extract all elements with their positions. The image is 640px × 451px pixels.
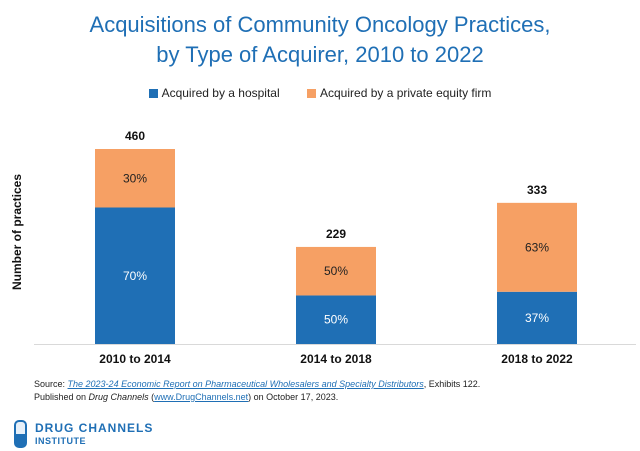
- source-suffix: , Exhibits 122.: [423, 379, 481, 389]
- label-hospital-share-1: 70%: [123, 269, 147, 283]
- source-note: Source: The 2023-24 Economic Report on P…: [34, 378, 480, 404]
- legend-label-private-equity: Acquired by a private equity firm: [320, 86, 492, 100]
- bar-hospital-2: [296, 295, 376, 344]
- source-line-1: Source: The 2023-24 Economic Report on P…: [34, 378, 480, 391]
- total-label-1: 460: [125, 129, 145, 143]
- bar-private-equity-3: [497, 202, 577, 292]
- legend-swatch-private-equity: [307, 89, 316, 98]
- source-report-link[interactable]: The 2023-24 Economic Report on Pharmaceu…: [67, 379, 424, 389]
- legend-item-private-equity: Acquired by a private equity firm: [307, 86, 491, 100]
- legend-swatch-hospital: [148, 89, 158, 98]
- bar-hospital-1: [95, 207, 175, 344]
- chart-title: Acquisitions of Community Oncology Pract…: [0, 10, 640, 70]
- x-tick-label-3: 2018 to 2022: [501, 352, 573, 366]
- label-private-equity-share-3: 63%: [525, 240, 549, 254]
- label-private-equity-share-1: 30%: [123, 171, 147, 185]
- source-prefix: Source:: [34, 379, 68, 389]
- total-label-2: 229: [326, 227, 346, 241]
- label-hospital-share-2: 50%: [324, 313, 348, 327]
- bar-hospital-3: [497, 291, 577, 344]
- published-prefix: Published on: [34, 392, 89, 402]
- legend: Acquired by a hospital Acquired by a pri…: [0, 86, 640, 100]
- bar-private-equity-1: [95, 149, 175, 208]
- label-private-equity-share-2: 50%: [324, 264, 348, 278]
- drugchannels-link[interactable]: www.DrugChannels.net: [154, 392, 249, 402]
- source-line-2: Published on Drug Channels (www.DrugChan…: [34, 391, 480, 404]
- published-date: ) on October 17, 2023.: [248, 392, 339, 402]
- label-hospital-share-3: 37%: [525, 311, 549, 325]
- bar-chart: 70% 30% 460 2010 to 2014 50% 50% 229 2014 to 20…: [34, 129, 636, 366]
- legend-label-hospital: Acquired by a hospital: [161, 86, 280, 100]
- paren-open: (: [148, 392, 155, 402]
- logo-line-1: DRUG CHANNELS: [35, 421, 154, 435]
- capsule-icon: [14, 420, 27, 448]
- bar-private-equity-2: [296, 246, 376, 296]
- logo-line-2: INSTITUTE: [35, 436, 86, 446]
- title-line-2: by Type of Acquirer, 2010 to 2022: [156, 42, 484, 67]
- x-tick-label-1: 2010 to 2014: [99, 352, 171, 366]
- drug-channels-logo: DRUG CHANNELS INSTITUTE: [14, 420, 153, 448]
- x-tick-label-2: 2014 to 2018: [300, 352, 372, 366]
- legend-item-hospital: Acquired by a hospital: [148, 86, 280, 100]
- total-label-3: 333: [527, 183, 547, 197]
- publication-name: Drug Channels: [88, 392, 149, 402]
- title-line-1: Acquisitions of Community Oncology Pract…: [89, 12, 551, 37]
